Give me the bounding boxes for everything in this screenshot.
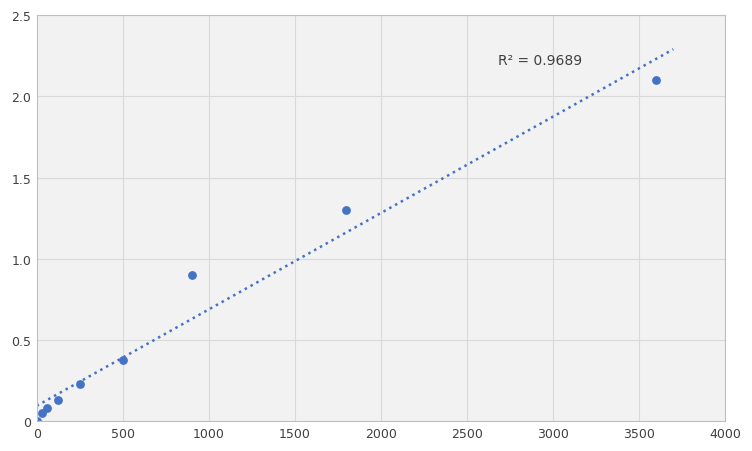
Text: R² = 0.9689: R² = 0.9689	[498, 54, 582, 68]
Point	[74, 381, 86, 388]
Point	[41, 405, 53, 412]
Point	[650, 77, 663, 84]
Point	[52, 397, 64, 404]
Point	[31, 418, 43, 425]
Point	[186, 272, 198, 279]
Point	[36, 410, 48, 417]
Point	[117, 356, 129, 364]
Point	[341, 207, 353, 214]
